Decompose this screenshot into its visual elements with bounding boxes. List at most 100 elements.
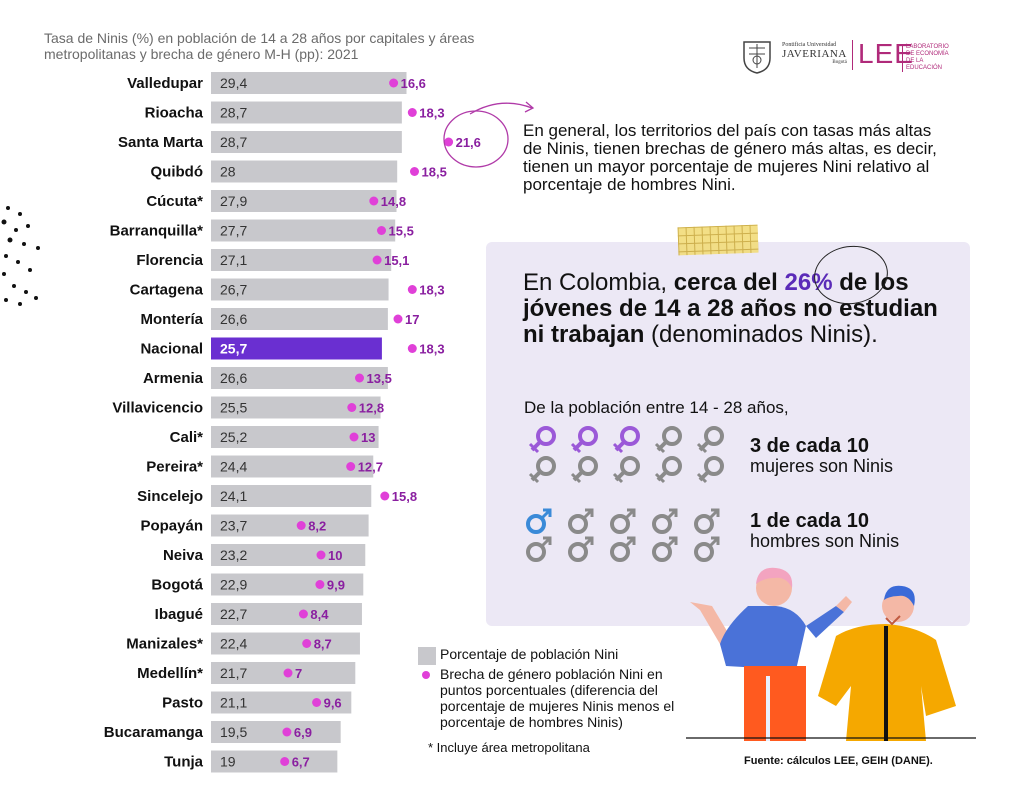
female-icon	[612, 456, 640, 484]
category-label: Cali*	[170, 429, 204, 446]
bar-value-label: 26,6	[220, 311, 247, 327]
bar-value-label: 26,7	[220, 282, 247, 298]
category-label: Santa Marta	[118, 134, 204, 151]
bar-value-label: 28,7	[220, 105, 247, 121]
gap-dot	[298, 609, 308, 619]
gap-dot	[296, 521, 306, 530]
logo-separator	[852, 40, 853, 70]
gap-value-label: 13,5	[367, 371, 392, 386]
bar-value-label: 25,7	[220, 341, 247, 357]
gap-value-label: 15,5	[389, 224, 414, 239]
gap-dot	[377, 226, 386, 235]
female-icon	[696, 456, 724, 484]
gap-value-label: 10	[328, 548, 342, 563]
javeriana-logo-text: Pontificia Universidad JAVERIANA Bogotá	[782, 42, 847, 65]
gap-value-label: 18,3	[419, 106, 444, 121]
nini-bar-chart: Valledupar 29,4 16,6 Rioacha 28,7 18,3 Santa M…	[104, 72, 481, 773]
bar	[211, 101, 402, 124]
headline: En Colombia, cerca del 26% de los jóvene…	[523, 269, 938, 348]
bar	[211, 72, 407, 94]
gap-dot	[282, 727, 292, 737]
gap-dot	[369, 196, 379, 206]
category-label: Cartagena	[130, 282, 204, 299]
gap-value-label: 9,9	[327, 578, 345, 593]
gap-dot	[312, 698, 322, 707]
bar-value-label: 28,7	[220, 134, 247, 150]
gap-value-label: 6,9	[294, 725, 312, 740]
gap-value-label: 13	[361, 430, 375, 445]
bar	[211, 367, 388, 389]
gap-dot	[315, 580, 325, 589]
male-icon	[610, 536, 636, 562]
bar	[211, 455, 374, 478]
gap-dot	[346, 462, 356, 471]
chart-legend: Porcentaje de población Nini Brecha de g…	[418, 646, 708, 755]
legend-bar-swatch	[418, 647, 436, 665]
gap-dot	[393, 314, 403, 324]
bar-value-label: 27,7	[220, 223, 247, 239]
bar	[211, 219, 396, 242]
bar-value-label: 29,4	[220, 75, 247, 91]
gap-value-label: 8,2	[308, 519, 326, 534]
gap-value-label: 16,6	[401, 76, 426, 91]
gap-value-label: 15,1	[384, 253, 409, 268]
bar	[211, 131, 402, 153]
gap-dot	[407, 344, 417, 353]
female-icon	[528, 456, 556, 484]
bar	[211, 278, 389, 301]
bar	[211, 337, 382, 360]
gap-dot	[316, 550, 326, 560]
category-label: Valledupar	[127, 75, 203, 92]
headline-percentage: 26%	[784, 269, 833, 296]
bar-value-label: 27,1	[220, 252, 247, 268]
bar-value-label: 26,6	[220, 370, 247, 386]
bar	[211, 514, 369, 537]
gap-value-label: 18,5	[422, 165, 447, 180]
category-label: Cúcuta*	[146, 193, 203, 210]
bar-value-label: 22,4	[220, 636, 247, 652]
gap-value-label: 18,3	[419, 283, 444, 298]
male-icon	[694, 508, 720, 534]
bar	[211, 426, 379, 448]
male-icon	[568, 508, 594, 534]
bar	[211, 308, 388, 330]
legend-item-dot: Brecha de género población Nini en punto…	[418, 666, 708, 730]
category-label: Ibagué	[155, 606, 203, 623]
category-label: Bogotá	[151, 577, 203, 594]
category-label: Florencia	[136, 252, 203, 269]
category-label: Barranquilla*	[110, 223, 204, 240]
bar-value-label: 27,9	[220, 193, 247, 209]
category-label: Armenia	[143, 370, 204, 387]
bar	[211, 485, 372, 507]
category-label: Nacional	[140, 341, 203, 358]
gap-dot	[283, 668, 293, 678]
female-icon	[696, 426, 724, 454]
bar-value-label: 24,4	[220, 459, 247, 475]
bar-value-label: 21,1	[220, 695, 247, 711]
male-icon	[652, 508, 678, 534]
bar-value-label: 22,9	[220, 577, 247, 593]
bar-value-label: 22,7	[220, 606, 247, 622]
category-label: Sincelejo	[137, 488, 203, 505]
bar	[211, 544, 366, 566]
gap-value-label: 7	[295, 666, 302, 681]
gap-value-label: 15,8	[392, 489, 417, 504]
lee-logo-subtitle: LABORATORIO DE ECONOMÍA DE LA EDUCACIÓN	[902, 44, 958, 72]
male-icon	[526, 536, 552, 562]
javeriana-crest-icon	[743, 41, 771, 74]
bar-value-label: 24,1	[220, 488, 247, 504]
gap-dot	[380, 491, 390, 501]
people-illustration	[686, 567, 976, 741]
male-icon	[526, 508, 552, 534]
explanation-text: En general, los territorios del país con…	[523, 121, 937, 194]
female-icon	[612, 426, 640, 454]
bar	[211, 396, 381, 419]
gap-value-label: 12,8	[359, 401, 384, 416]
gap-dot	[280, 757, 290, 766]
bar-value-label: 25,2	[220, 429, 247, 445]
lee-logo: LEE	[858, 38, 914, 69]
men-stat: 1 de cada 10 hombres son Ninis	[750, 510, 900, 551]
category-label: Manizales*	[126, 636, 203, 653]
gap-value-label: 14,8	[381, 194, 406, 209]
male-icon	[652, 536, 678, 562]
